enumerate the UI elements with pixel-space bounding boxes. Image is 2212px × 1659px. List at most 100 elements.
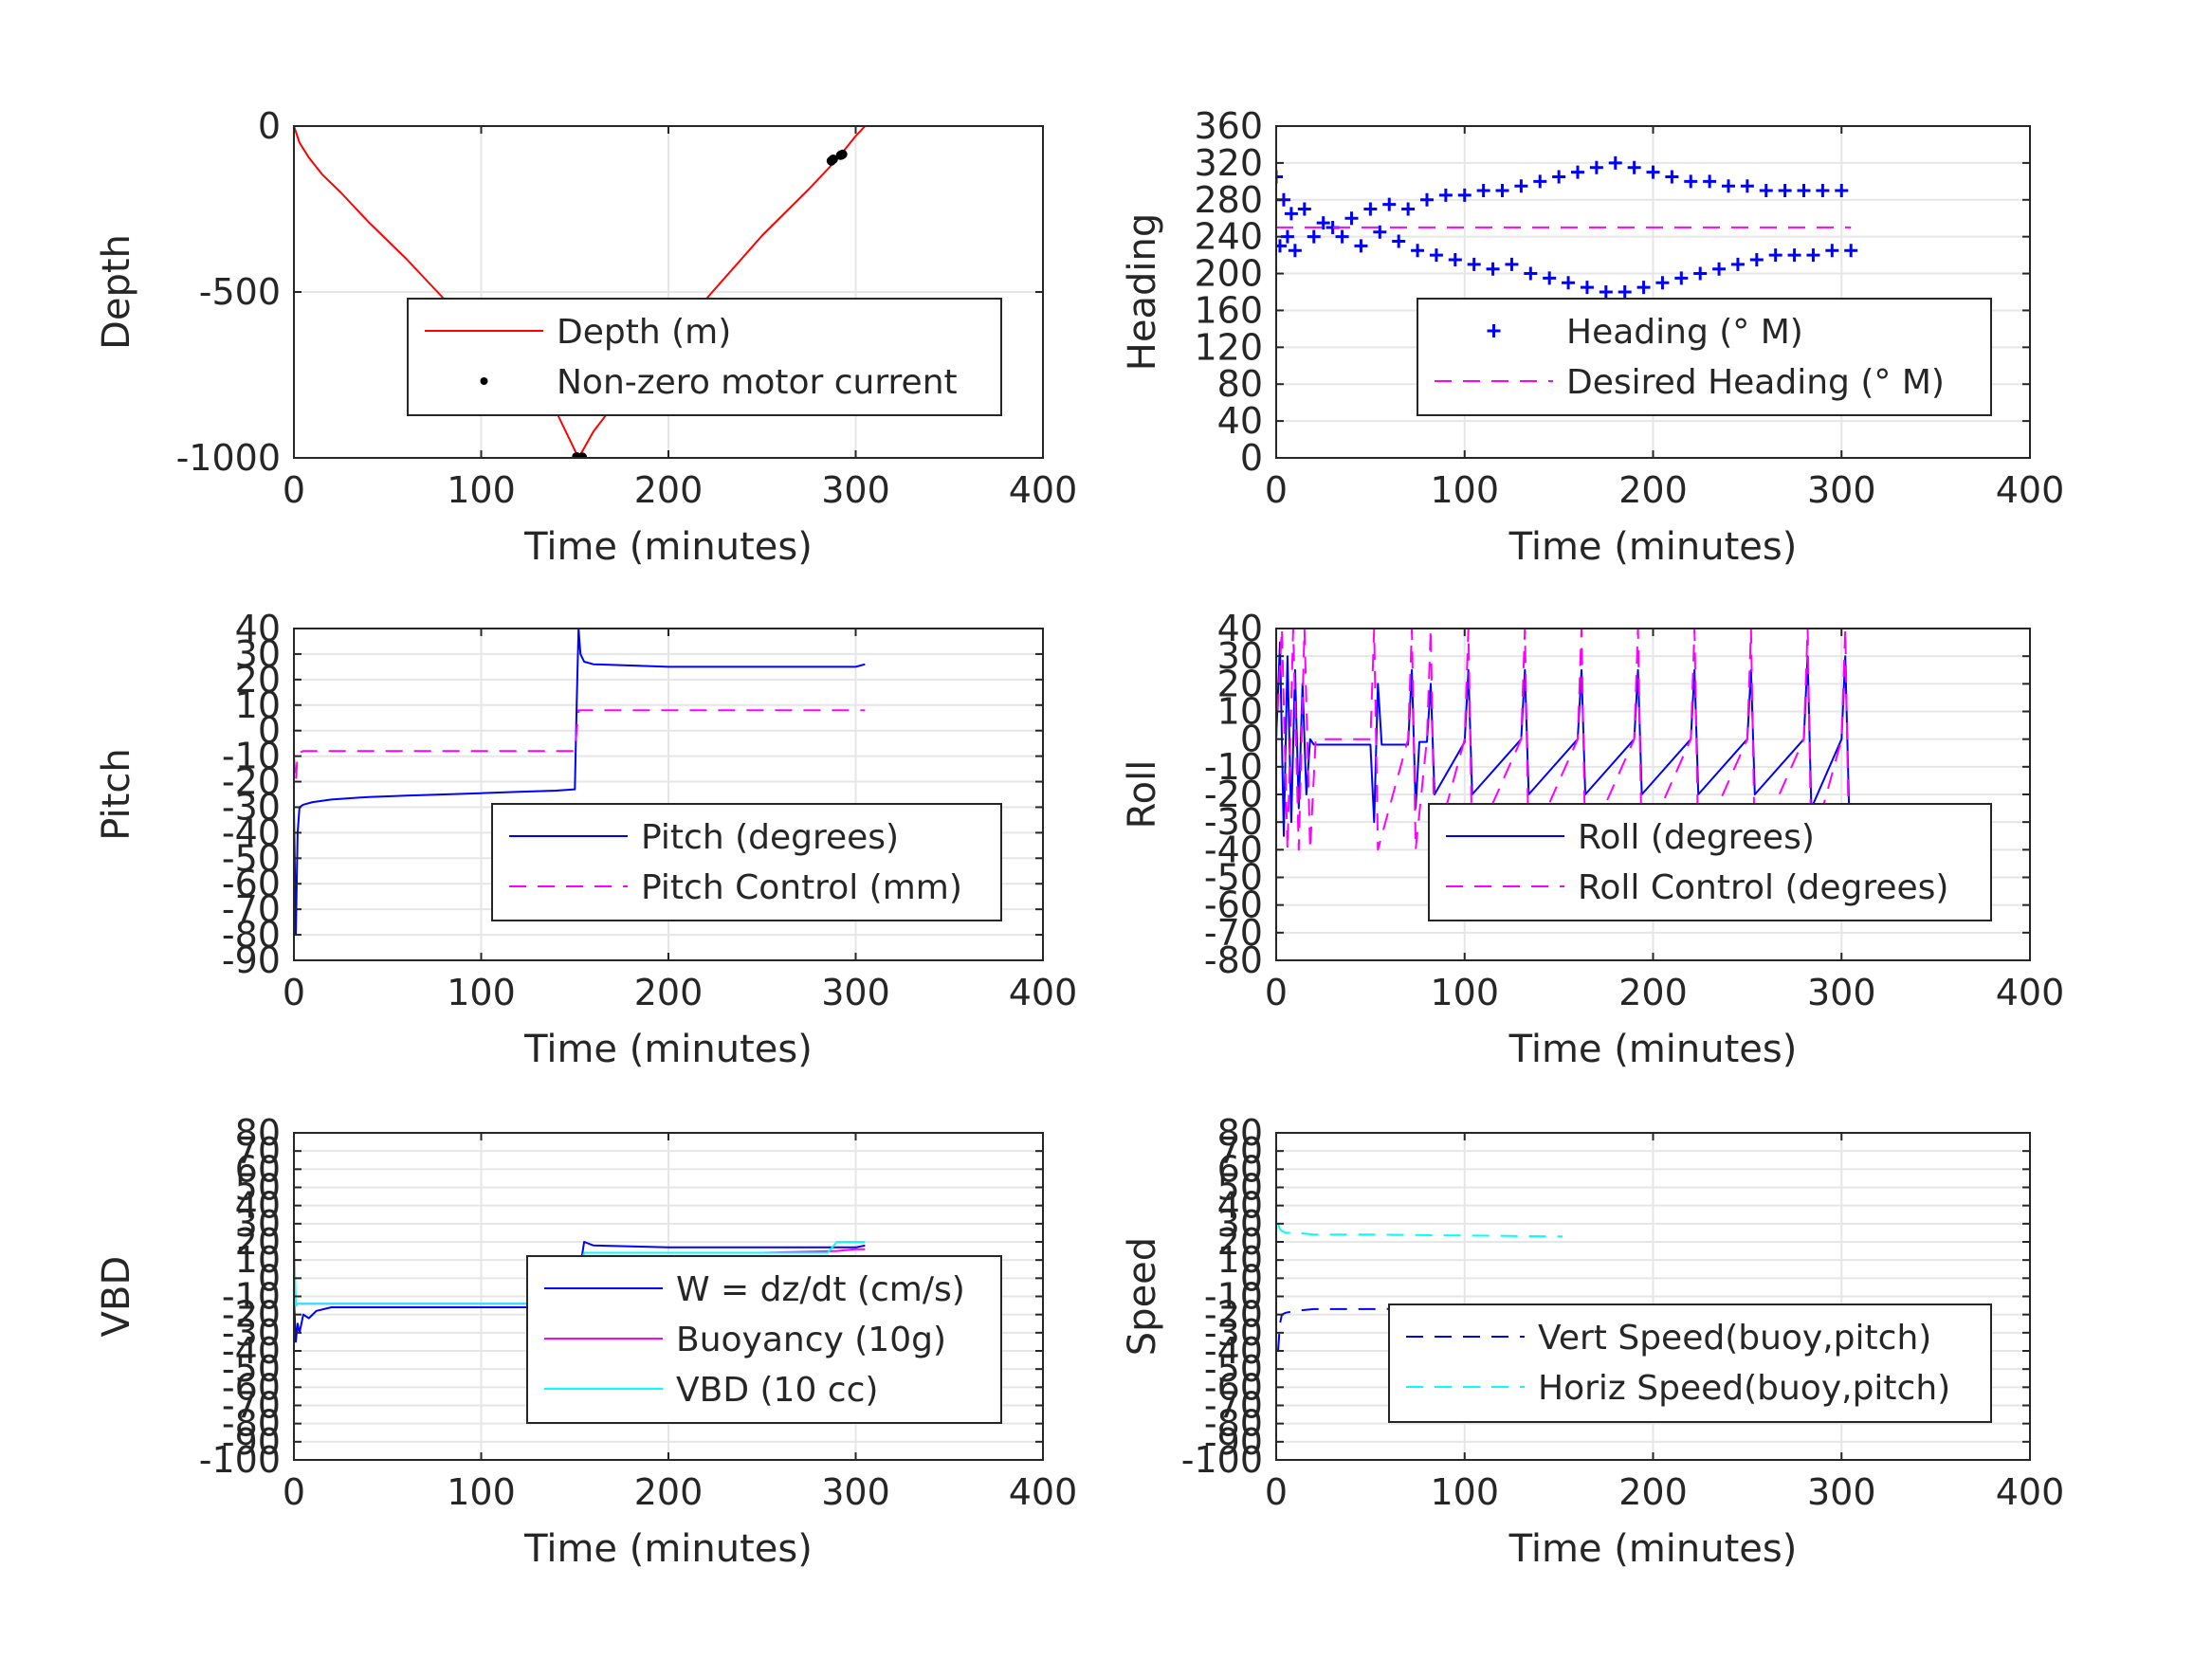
heading-series-heading-m-point <box>1297 202 1311 216</box>
roll-legend: Roll (degrees) Roll Control (degrees) <box>1428 803 1992 921</box>
vbd-y-tick-label: 10 <box>235 1239 281 1281</box>
pitch-data-layer <box>294 629 866 937</box>
speed-y-tick-label: -20 <box>1204 1294 1263 1336</box>
depth-legend: Depth (m) Non-zero motor current <box>407 298 1002 416</box>
roll-legend-box <box>1428 803 1992 921</box>
heading-data-layer <box>1276 155 1858 299</box>
vbd-y-tick-label: 40 <box>235 1185 281 1227</box>
heading-legend-label-heading-m: Heading (° M) <box>1566 313 1803 352</box>
heading-y-tick-label: 200 <box>1194 253 1263 295</box>
pitch-legend-label-pitch-degrees: Pitch (degrees) <box>641 818 899 857</box>
speed-x-tick-label: 200 <box>1618 1471 1688 1513</box>
speed-y-tick-label: -40 <box>1204 1330 1263 1372</box>
speed-y-tick-label: 20 <box>1217 1221 1263 1263</box>
roll-y-tick-label: -20 <box>1204 774 1263 815</box>
vbd-y-tick-label: 0 <box>258 1257 281 1299</box>
depth-legend-label-non-zero-motor-current: Non-zero motor current <box>557 363 958 402</box>
heading-panel: 0 100 200 300 40004080120160200240280320360T… <box>1121 105 2064 569</box>
heading-series-heading-m-point <box>1505 257 1519 271</box>
heading-series-heading-m-point <box>1674 271 1689 285</box>
roll-y-tick-label: -10 <box>1204 746 1263 788</box>
speed-y-tick-label: -80 <box>1204 1403 1263 1445</box>
vbd-x-tick-label: 300 <box>821 1471 890 1513</box>
pitch-y-tick-label: 40 <box>235 608 281 649</box>
heading-x-tick-label: 100 <box>1430 469 1499 511</box>
speed-x-tick-label: 0 <box>1265 1471 1288 1513</box>
pitch-y-tick-label: -40 <box>222 811 281 853</box>
heading-series-heading-m-point <box>1552 170 1566 184</box>
roll-x-tick-label: 300 <box>1807 972 1876 1013</box>
roll-y-tick-label: -60 <box>1204 884 1263 926</box>
heading-series-heading-m-point <box>1749 252 1764 266</box>
roll-y-tick-label: -30 <box>1204 801 1263 843</box>
speed-y-tick-label: 70 <box>1217 1130 1263 1172</box>
heading-series-heading-m-point <box>1429 248 1443 263</box>
vbd-panel: 0 100 200 300 40080706050403020100-10-20-30-… <box>95 1112 1077 1571</box>
heading-series-heading-m-point <box>1665 170 1679 184</box>
heading-series-heading-m-point <box>1759 184 1773 198</box>
heading-y-tick-label: 280 <box>1194 179 1263 221</box>
roll-x-axis-label: Time (minutes) <box>1508 1028 1798 1071</box>
speed-y-axis-label: Speed <box>1121 1237 1164 1356</box>
heading-series-heading-m-point <box>1740 179 1754 193</box>
vbd-x-tick-label: 0 <box>283 1471 305 1513</box>
heading-y-axis-label: Heading <box>1121 213 1164 371</box>
speed-y-tick-label: -50 <box>1204 1348 1263 1390</box>
speed-y-tick-label: 40 <box>1217 1185 1263 1227</box>
depth-legend-label-depth-m: Depth (m) <box>557 313 731 352</box>
heading-series-heading-m-point <box>1335 229 1349 244</box>
roll-legend-label-roll-degrees: Roll (degrees) <box>1578 818 1815 857</box>
vbd-y-tick-label: 60 <box>235 1148 281 1190</box>
heading-series-heading-m-point <box>1589 160 1603 174</box>
depth-y-tick-label: -500 <box>199 271 281 313</box>
heading-series-heading-m-point <box>1599 285 1613 299</box>
roll-x-tick-label: 100 <box>1430 972 1499 1013</box>
vbd-x-tick-label: 200 <box>634 1471 704 1513</box>
heading-series-heading-m-point <box>1524 266 1538 281</box>
pitch-y-tick-label: -80 <box>222 914 281 956</box>
speed-y-tick-label: -100 <box>1181 1439 1263 1481</box>
pitch-y-tick-label: -30 <box>222 786 281 828</box>
depth-legend-swatch-non-zero-motor-current <box>480 377 488 385</box>
speed-y-tick-label: 10 <box>1217 1239 1263 1281</box>
heading-series-heading-m-point <box>1844 244 1858 258</box>
heading-series-heading-m-point <box>1636 281 1651 295</box>
roll-data-layer <box>1276 629 1852 851</box>
vbd-legend-label-w-dz-dt-cm-s: W = dz/dt (cm/s) <box>676 1270 965 1309</box>
heading-series-heading-m-point <box>1392 234 1406 248</box>
roll-y-tick-label: 40 <box>1217 608 1263 649</box>
heading-series-heading-m-point <box>1816 184 1830 198</box>
heading-series-heading-m-point <box>1787 248 1801 263</box>
heading-series-heading-m-point <box>1543 271 1557 285</box>
vbd-y-tick-label: -70 <box>222 1385 281 1427</box>
roll-y-tick-label: 10 <box>1217 691 1263 733</box>
roll-y-axis-label: Roll <box>1121 760 1164 830</box>
roll-y-tick-label: -70 <box>1204 912 1263 954</box>
depth-x-axis-label: Time (minutes) <box>523 525 813 569</box>
roll-y-tick-label: -50 <box>1204 857 1263 899</box>
speed-legend: Vert Speed(buoy,pitch) Horiz Speed(buoy,p… <box>1388 1304 1992 1423</box>
heading-series-heading-m-point <box>1684 174 1698 189</box>
pitch-x-tick-label: 0 <box>283 972 305 1013</box>
roll-y-tick-label: 30 <box>1217 635 1263 677</box>
heading-x-tick-label: 300 <box>1807 469 1876 511</box>
speed-legend-label-vert-speed-buoy-pitch: Vert Speed(buoy,pitch) <box>1538 1319 1931 1358</box>
depth-panel: 0 100 200 300 400 0 -500 -1000 Time (minutes) Dep… <box>95 105 1077 569</box>
speed-x-tick-label: 100 <box>1430 1471 1499 1513</box>
vbd-y-tick-label: -80 <box>222 1403 281 1445</box>
roll-x-tick-label: 200 <box>1618 972 1688 1013</box>
heading-series-heading-m-point <box>1363 202 1378 216</box>
vbd-y-tick-label: 20 <box>235 1221 281 1263</box>
heading-series-heading-m-point <box>1835 184 1849 198</box>
heading-series-heading-m-point <box>1618 285 1632 299</box>
heading-series-heading-m-point <box>1730 257 1745 271</box>
speed-series-horiz-speed-buoy-pitch-line <box>1277 1223 1563 1238</box>
speed-y-tick-label: -70 <box>1204 1385 1263 1427</box>
pitch-y-tick-label: -90 <box>222 939 281 981</box>
heading-series-heading-m-point <box>1514 179 1528 193</box>
roll-x-tick-label: 400 <box>1996 972 2065 1013</box>
pitch-series-pitch-degrees-line <box>294 629 866 937</box>
pitch-y-tick-label: -10 <box>222 736 281 777</box>
pitch-series-pitch-control-mm-line <box>294 709 866 783</box>
speed-x-axis-label: Time (minutes) <box>1508 1527 1798 1571</box>
